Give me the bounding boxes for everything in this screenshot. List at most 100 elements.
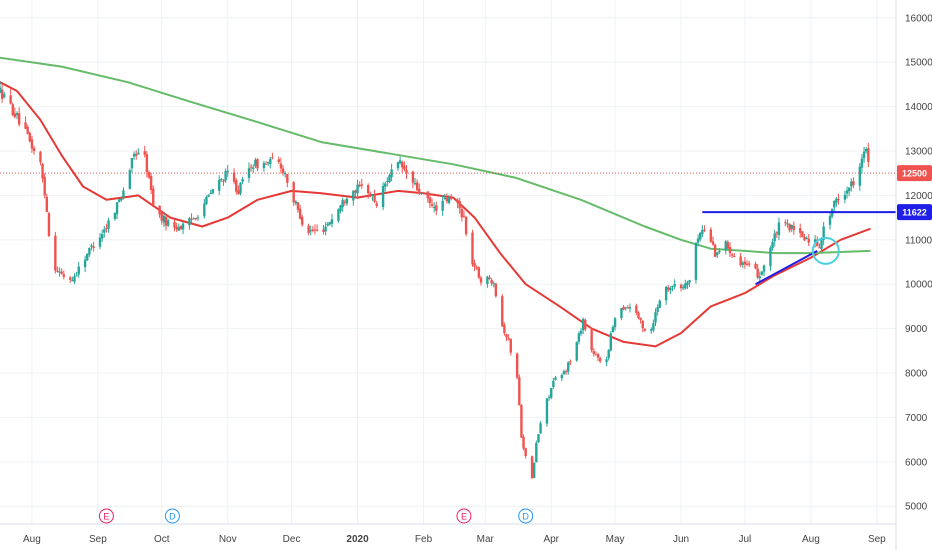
candle-body[interactable] xyxy=(301,217,304,225)
candle-body[interactable] xyxy=(15,113,19,116)
candle-body[interactable] xyxy=(373,195,376,202)
candle-body[interactable] xyxy=(100,234,104,239)
candle-body[interactable] xyxy=(613,318,617,328)
candlesticks[interactable] xyxy=(0,80,870,479)
candle-body[interactable] xyxy=(701,229,704,234)
candle-body[interactable] xyxy=(554,377,557,381)
candle-body[interactable] xyxy=(624,307,627,309)
candle-body[interactable] xyxy=(354,190,357,193)
candle-body[interactable] xyxy=(443,198,447,200)
candle-body[interactable] xyxy=(852,181,855,186)
candle-body[interactable] xyxy=(818,247,821,249)
candle-body[interactable] xyxy=(181,223,185,230)
candle-body[interactable] xyxy=(488,277,491,280)
candle-body[interactable] xyxy=(596,354,600,358)
candle-body[interactable] xyxy=(803,237,806,241)
candle-body[interactable] xyxy=(698,232,702,240)
candle-body[interactable] xyxy=(388,175,391,183)
candle-body[interactable] xyxy=(384,183,387,187)
candle-body[interactable] xyxy=(152,188,155,205)
candle-body[interactable] xyxy=(211,189,215,194)
candle-body[interactable] xyxy=(650,329,653,331)
candle-body[interactable] xyxy=(867,148,870,162)
candle-body[interactable] xyxy=(635,305,638,313)
candle-body[interactable] xyxy=(464,216,468,235)
candle-body[interactable] xyxy=(628,307,632,309)
candle-body[interactable] xyxy=(411,171,415,183)
candle-body[interactable] xyxy=(592,351,595,354)
candle-body[interactable] xyxy=(56,270,59,272)
candle-body[interactable] xyxy=(352,190,355,201)
candle-body[interactable] xyxy=(192,218,195,220)
price-axis[interactable]: 5000 6000 7000 8000 9000 10000 11000 12000 13000… xyxy=(905,13,932,512)
candle-body[interactable] xyxy=(850,181,853,187)
candle-body[interactable] xyxy=(205,197,208,204)
candle-body[interactable] xyxy=(115,202,119,214)
candle-body[interactable] xyxy=(681,287,685,289)
candle-body[interactable] xyxy=(792,225,796,230)
candle-body[interactable] xyxy=(522,436,525,449)
candle-body[interactable] xyxy=(356,184,359,194)
candle-body[interactable] xyxy=(711,241,715,245)
candle-body[interactable] xyxy=(562,371,566,375)
candle-body[interactable] xyxy=(194,217,198,220)
candle-body[interactable] xyxy=(594,354,598,356)
candle-body[interactable] xyxy=(254,159,257,167)
candle-body[interactable] xyxy=(105,227,108,229)
candle-body[interactable] xyxy=(773,233,776,242)
candle-body[interactable] xyxy=(249,166,253,168)
candle-body[interactable] xyxy=(92,246,95,249)
candle-body[interactable] xyxy=(547,396,551,398)
candle-body[interactable] xyxy=(847,187,851,192)
candle-body[interactable] xyxy=(509,338,512,353)
candle-body[interactable] xyxy=(366,185,370,194)
candle-body[interactable] xyxy=(639,317,642,320)
candle-body[interactable] xyxy=(845,190,849,194)
candle-body[interactable] xyxy=(54,235,57,271)
candle-body[interactable] xyxy=(60,271,63,274)
candle-body[interactable] xyxy=(515,353,519,378)
candle-body[interactable] xyxy=(564,371,568,373)
candle-body[interactable] xyxy=(88,247,91,255)
candle-body[interactable] xyxy=(339,205,342,211)
candle-body[interactable] xyxy=(30,139,34,149)
candle-body[interactable] xyxy=(724,241,727,251)
candle-body[interactable] xyxy=(820,239,823,250)
candle-body[interactable] xyxy=(726,242,730,249)
candle-body[interactable] xyxy=(460,208,464,218)
candle-body[interactable] xyxy=(241,179,244,182)
candle-body[interactable] xyxy=(762,265,766,272)
candle-body[interactable] xyxy=(754,263,757,269)
candle-body[interactable] xyxy=(75,275,78,277)
candle-body[interactable] xyxy=(518,377,521,406)
candle-body[interactable] xyxy=(358,184,361,187)
candle-body[interactable] xyxy=(196,217,200,219)
candle-body[interactable] xyxy=(47,213,51,236)
candle-body[interactable] xyxy=(686,282,689,286)
candle-body[interactable] xyxy=(281,168,285,174)
candle-body[interactable] xyxy=(626,307,630,309)
candle-body[interactable] xyxy=(158,205,161,215)
candle-body[interactable] xyxy=(98,237,102,247)
candle-body[interactable] xyxy=(790,224,793,229)
candle-body[interactable] xyxy=(428,197,432,204)
candle-body[interactable] xyxy=(188,218,191,226)
candle-body[interactable] xyxy=(279,163,283,169)
candle-body[interactable] xyxy=(179,225,183,229)
candle-body[interactable] xyxy=(520,404,523,438)
candle-body[interactable] xyxy=(145,154,149,172)
candle-body[interactable] xyxy=(107,220,110,229)
candle-body[interactable] xyxy=(486,276,489,285)
candle-body[interactable] xyxy=(545,398,549,424)
candle-body[interactable] xyxy=(418,188,421,194)
candle-body[interactable] xyxy=(341,199,344,208)
candle-body[interactable] xyxy=(103,229,106,233)
candle-body[interactable] xyxy=(805,237,808,239)
candle-body[interactable] xyxy=(769,247,772,267)
candle-body[interactable] xyxy=(149,175,153,190)
candle-body[interactable] xyxy=(269,158,272,165)
candle-body[interactable] xyxy=(537,434,540,443)
candle-body[interactable] xyxy=(667,287,670,290)
